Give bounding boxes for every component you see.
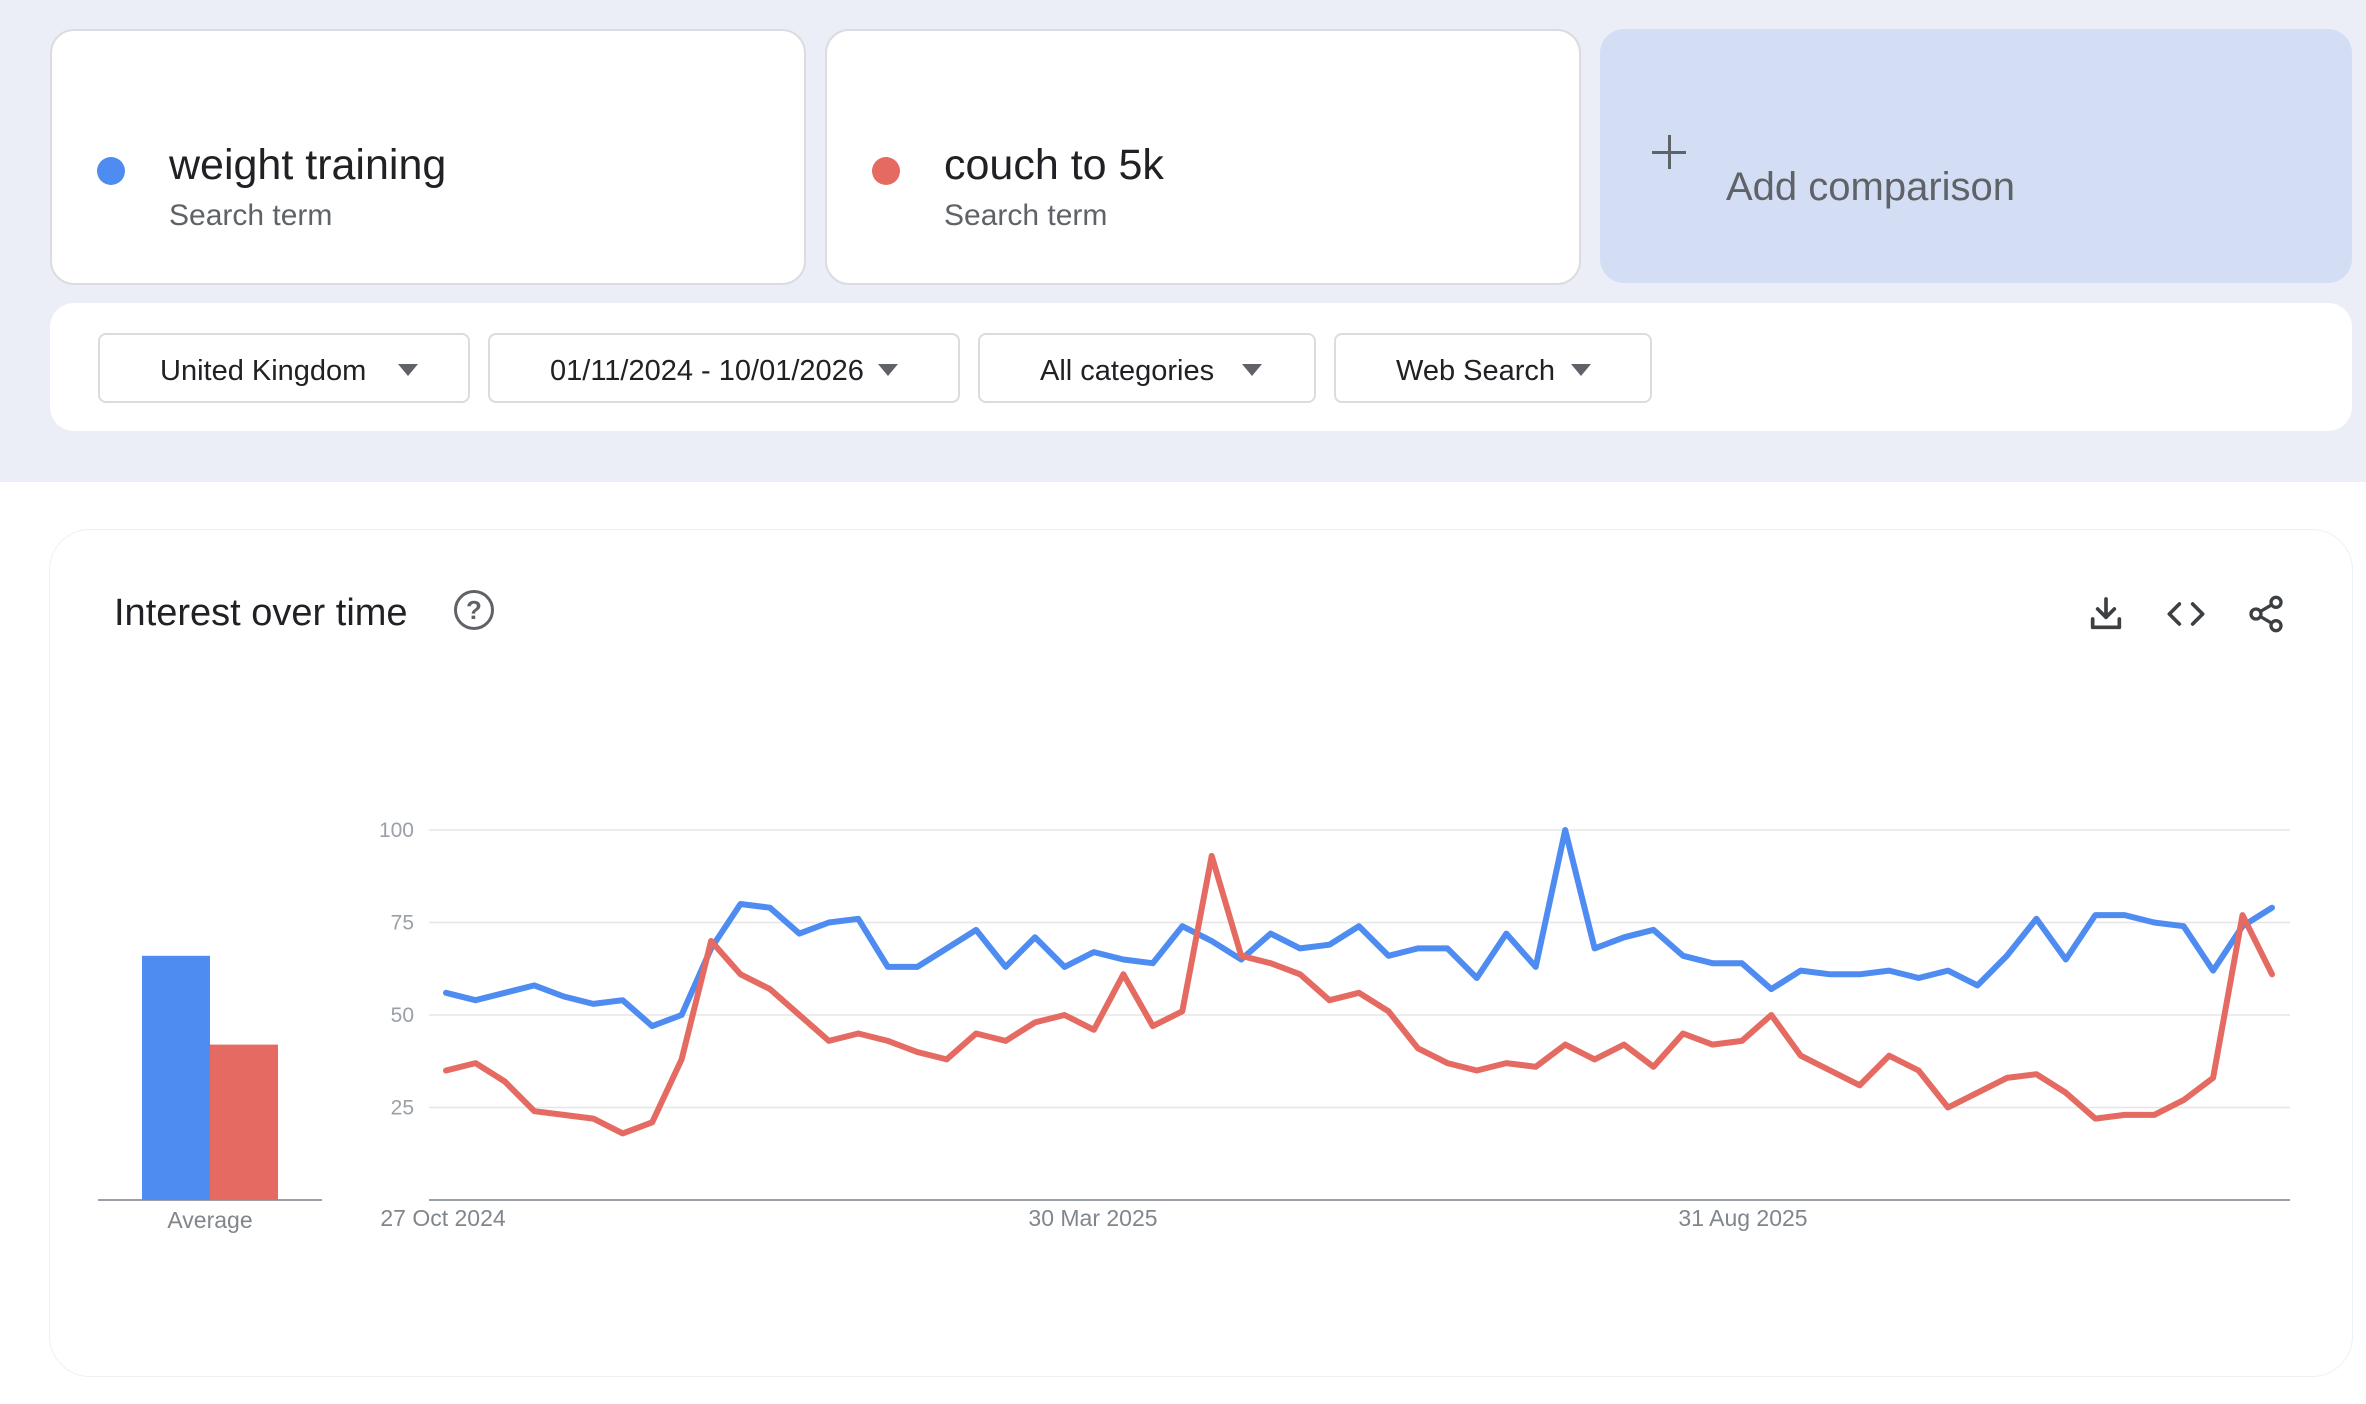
help-icon[interactable]: ? [454,590,494,630]
series-line-couch-to-5k [443,852,2275,1137]
series-color-dot [97,157,125,185]
average-label: Average [167,1207,252,1233]
average-bar-weight-training [142,955,210,1200]
series-color-dot [872,157,900,185]
interest-chart[interactable]: 25 50 75 100 Average 27 Oct 2024 30 Mar 2025 31… [50,530,2352,1376]
add-comparison-button[interactable]: Add comparison [1600,29,2352,283]
region-filter-dropdown[interactable]: United Kingdom [98,333,470,403]
term-card-couch-to-5k[interactable]: couch to 5k Search term [825,29,1581,285]
region-filter-label: United Kingdom [160,355,367,387]
download-icon[interactable] [2086,594,2126,634]
term-type-label: Search term [169,199,333,232]
term-card-weight-training[interactable]: weight training Search term [50,29,806,285]
y-tick-label: 25 [391,1097,414,1120]
term-name[interactable]: weight training [169,141,447,189]
x-tick-label: 27 Oct 2024 [380,1205,506,1231]
filter-bar: United Kingdom 01/11/2024 - 10/01/2026 A… [50,303,2352,431]
y-tick-label: 50 [391,1004,414,1027]
x-tick-label: 31 Aug 2025 [1678,1205,1807,1231]
y-tick-label: 75 [391,912,414,935]
y-tick-label: 100 [379,819,414,842]
date-range-filter-dropdown[interactable]: 01/11/2024 - 10/01/2026 [488,333,960,403]
search-type-filter-dropdown[interactable]: Web Search [1334,333,1652,403]
date-range-filter-label: 01/11/2024 - 10/01/2026 [550,355,864,387]
x-tick-label: 30 Mar 2025 [1028,1205,1157,1231]
term-name[interactable]: couch to 5k [944,141,1164,189]
embed-code-icon[interactable] [2166,594,2206,634]
chart-title: Interest over time [114,592,408,634]
category-filter-dropdown[interactable]: All categories [978,333,1316,403]
category-filter-label: All categories [1040,355,1215,387]
share-icon[interactable] [2246,594,2286,634]
add-comparison-label: Add comparison [1726,165,2016,209]
chevron-down-icon [398,364,418,376]
chevron-down-icon [878,364,898,376]
average-bar-couch-to-5k [210,1044,278,1200]
chevron-down-icon [1571,364,1591,376]
term-type-label: Search term [944,199,1108,232]
interest-over-time-card: Interest over time ? 25 50 75 100 Average 27 … [50,530,2352,1376]
series-line-weight-training [443,827,2275,1030]
plus-icon [1652,135,1686,169]
chevron-down-icon [1242,364,1262,376]
search-type-filter-label: Web Search [1396,355,1556,387]
